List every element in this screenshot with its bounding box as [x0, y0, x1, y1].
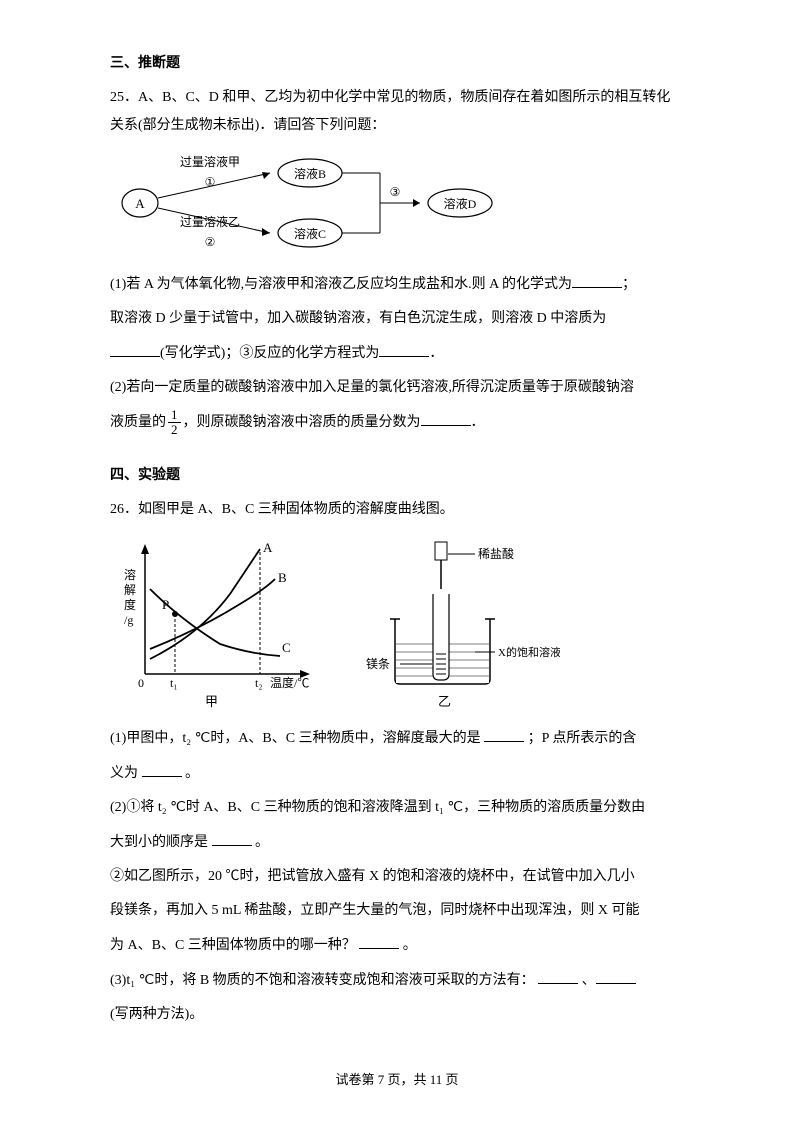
hcl-label: 稀盐酸	[478, 546, 514, 561]
origin-label: 0	[138, 676, 144, 690]
edge2-num: ②	[205, 235, 216, 249]
xlabel: 温度/℃	[270, 675, 309, 690]
point-p-label: P	[162, 597, 169, 612]
xtick-t1: t₁	[170, 676, 178, 690]
blank-fill[interactable]	[572, 270, 622, 288]
q26-part1-line2: 义为 。	[110, 759, 684, 788]
xtick-t2: t₂	[255, 676, 263, 690]
q25-part1-line2: 取溶液 D 少量于试管中，加入碳酸钠溶液，有白色沉淀生成，则溶液 D 中溶质为	[110, 305, 684, 333]
q26-part3-line2: (写两种方法)。	[110, 1001, 684, 1029]
q26-part2-line2: 大到小的顺序是 。	[110, 828, 684, 857]
curve-a-label: A	[263, 540, 273, 555]
page-footer: 试卷第 7 页，共 11 页	[0, 1067, 794, 1093]
blank-fill[interactable]	[110, 339, 160, 357]
section-3-title: 三、推断题	[110, 50, 684, 78]
node-c-label: 溶液C	[294, 226, 326, 241]
section-4-title: 四、实验题	[110, 462, 684, 490]
svg-text:度: 度	[124, 597, 136, 612]
curve-c-label: C	[282, 640, 291, 655]
svg-text:/g: /g	[124, 613, 133, 627]
mg-label: 镁条	[366, 657, 390, 671]
blank-fill[interactable]	[484, 724, 524, 742]
edge3-num: ③	[390, 185, 401, 199]
blank-fill[interactable]	[596, 966, 636, 984]
q25-diagram: A 过量溶液甲 ① 过量溶液乙 ② 溶液B 溶液C ③ 溶液D	[110, 148, 684, 258]
node-a-label: A	[135, 196, 145, 211]
fraction-half: 12	[168, 408, 181, 438]
q25-part2-line1: (2)若向一定质量的碳酸钠溶液中加入足量的氯化钙溶液,所得沉淀质量等于原碳酸钠溶	[110, 374, 684, 402]
ylabel: 溶	[124, 567, 136, 582]
q26-part2-line3: ②如乙图所示，20 ℃时，把试管放入盛有 X 的饱和溶液的烧杯中，在试管中加入几…	[110, 863, 684, 891]
blank-fill[interactable]	[212, 828, 252, 846]
blank-fill[interactable]	[538, 966, 578, 984]
beaker-diagram: 稀盐酸 镁条 X的饱和溶液	[360, 534, 560, 709]
curve-b-label: B	[278, 570, 287, 585]
q25-part1-line3: (写化学式)；③反应的化学方程式为．	[110, 339, 684, 368]
q25-stem: 25．A、B、C、D 和甲、乙均为初中化学中常见的物质，物质间存在着如图所示的相…	[110, 84, 684, 140]
q26-part2-line1: (2)①将 t₂ ℃时 A、B、C 三种物质的饱和溶液降温到 t₁ ℃，三种物质…	[110, 794, 684, 822]
blank-fill[interactable]	[142, 759, 182, 777]
q26-stem: 26．如图甲是 A、B、C 三种固体物质的溶解度曲线图。	[110, 496, 684, 524]
q26-part3-line1: (3)t₁ ℃时，将 B 物质的不饱和溶液转变成饱和溶液可采取的方法有： 、	[110, 966, 684, 995]
solubility-chart: 溶 解 度 /g 0 A B C P t₁ t₂ 温度/℃ 甲	[110, 534, 320, 709]
q26-part2-line5: 为 A、B、C 三种固体物质中的哪一种？ 。	[110, 931, 684, 960]
edge1-label: 过量溶液甲	[180, 154, 240, 169]
q26-part1-line1: (1)甲图中，t₂ ℃时，A、B、C 三种物质中，溶解度最大的是 ；P 点所表示…	[110, 724, 684, 753]
edge1-num: ①	[205, 175, 216, 189]
blank-fill[interactable]	[359, 931, 399, 949]
blank-fill[interactable]	[379, 339, 429, 357]
node-b-label: 溶液B	[294, 166, 326, 181]
chart-left-caption: 甲	[205, 694, 218, 709]
q25-part2-line2: 液质量的12，则原碳酸钠溶液中溶质的质量分数为．	[110, 408, 684, 438]
q26-part2-line4: 段镁条，再加入 5 mL 稀盐酸，立即产生大量的气泡，同时烧杯中出现浑浊，则 X…	[110, 897, 684, 925]
chart-right-caption: 乙	[438, 694, 451, 709]
q26-charts: 溶 解 度 /g 0 A B C P t₁ t₂ 温度/℃ 甲 稀盐酸	[110, 534, 684, 709]
edge2-label: 过量溶液乙	[180, 214, 240, 229]
node-d-label: 溶液D	[444, 196, 477, 211]
blank-fill[interactable]	[421, 408, 471, 426]
svg-text:解: 解	[124, 583, 136, 597]
q25-part1-line1: (1)若 A 为气体氧化物,与溶液甲和溶液乙反应均生成盐和水.则 A 的化学式为…	[110, 270, 684, 299]
x-solution-label: X的饱和溶液	[498, 645, 560, 659]
